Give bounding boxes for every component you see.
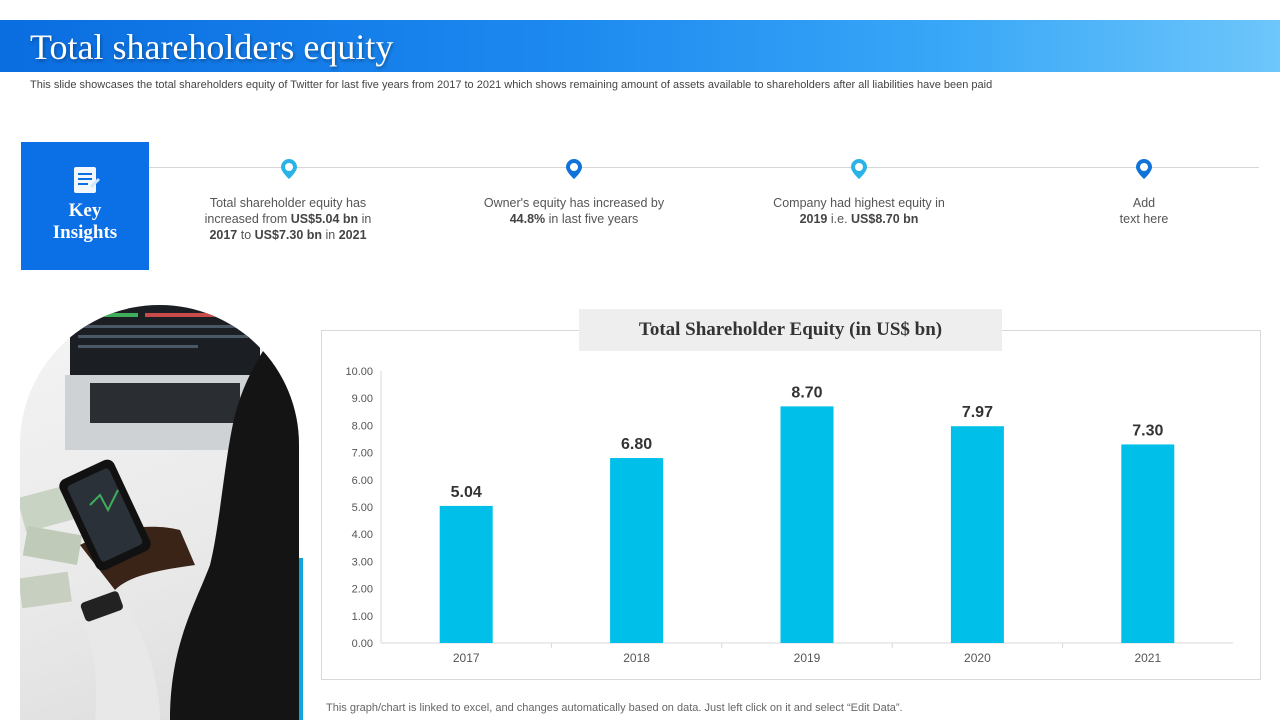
bar — [1121, 444, 1175, 643]
insight-text-3: Company had highest equity in 2019 i.e. … — [773, 196, 945, 226]
location-pin-icon — [566, 159, 582, 179]
y-tick-label: 4.00 — [352, 529, 373, 541]
bar-chart: 0.00 1.00 2.00 3.00 4.00 5.00 6.00 7.00 8.00 9.00… — [345, 366, 1233, 665]
y-tick-label: 0.00 — [352, 638, 373, 650]
bar — [950, 426, 1004, 643]
key-insights-label-line2: Insights — [52, 222, 118, 243]
bar-value-label: 6.80 — [621, 436, 652, 453]
y-tick-label: 10.00 — [345, 366, 373, 378]
bar — [780, 406, 834, 643]
bar — [439, 505, 493, 643]
y-tick-label: 5.00 — [352, 502, 373, 514]
key-insights-box: Key Insights — [21, 142, 149, 270]
photo-person-with-phone-and-laptop — [20, 305, 299, 720]
y-tick-label: 2.00 — [352, 584, 373, 596]
chart-footnote: This graph/chart is linked to excel, and… — [326, 702, 903, 714]
location-pin-icon — [851, 159, 867, 179]
chart-title: Total Shareholder Equity (in US$ bn) — [579, 309, 1002, 351]
slide-description: This slide showcases the total sharehold… — [30, 79, 993, 91]
x-tick-label: 2020 — [964, 651, 991, 665]
x-tick-label: 2019 — [794, 651, 821, 665]
y-tick-label: 7.00 — [352, 448, 373, 460]
bar-value-label: 7.97 — [962, 404, 993, 421]
location-pin-icon — [281, 159, 297, 179]
x-tick-label: 2017 — [453, 651, 480, 665]
y-tick-label: 3.00 — [352, 556, 373, 568]
timeline-line — [149, 167, 1259, 168]
photo-illustration — [20, 305, 299, 720]
key-insights-label-line1: Key — [68, 200, 102, 221]
location-pin-icon — [1136, 159, 1152, 179]
y-tick-label: 8.00 — [352, 420, 373, 432]
y-tick-label: 1.00 — [352, 611, 373, 623]
bar-value-label: 8.70 — [791, 384, 822, 401]
insight-text-2: Owner's equity has increased by 44.8% in… — [483, 196, 665, 226]
y-tick-label: 6.00 — [352, 475, 373, 487]
insight-text-1: Total shareholder equity has increased f… — [204, 196, 372, 242]
page-title: Total shareholders equity — [30, 27, 394, 67]
document-icon — [74, 167, 100, 193]
key-insights-label: Key Insights — [21, 200, 149, 244]
title-bar: Total shareholders equity — [0, 20, 1280, 72]
bar-value-label: 5.04 — [451, 484, 482, 501]
accent-bar — [299, 558, 303, 720]
bar-value-label: 7.30 — [1132, 422, 1163, 439]
x-tick-label: 2021 — [1134, 651, 1161, 665]
insight-text-4: Add text here — [1119, 196, 1169, 226]
y-tick-label: 9.00 — [352, 393, 373, 405]
x-tick-label: 2018 — [623, 651, 650, 665]
bar — [610, 458, 664, 643]
